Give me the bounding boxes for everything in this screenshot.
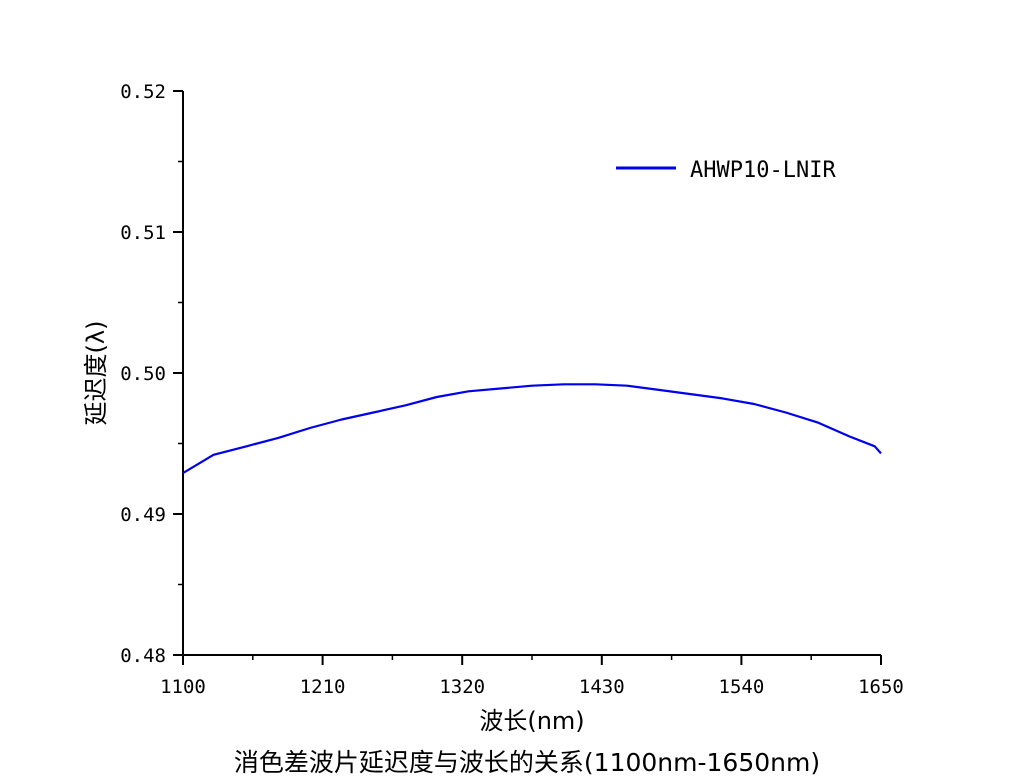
series-line-ahwp10-lnir <box>182 383 882 475</box>
x-tick-label: 1210 <box>300 676 346 698</box>
y-tick-label: 0.49 <box>120 504 166 526</box>
x-tick-label: 1430 <box>579 676 625 698</box>
x-tick-label: 1650 <box>858 676 904 698</box>
y-tick-label: 0.52 <box>120 81 166 103</box>
x-tick-label: 1100 <box>160 676 206 698</box>
y-tick-label: 0.50 <box>120 363 166 385</box>
y-axis-title: 延迟度(λ) <box>82 321 110 426</box>
y-tick-label: 0.51 <box>120 222 166 244</box>
legend: AHWP10-LNIR <box>616 158 836 183</box>
series <box>182 383 882 475</box>
ticks: 1100 1210 1320 1430 1540 1650 0.48 0.49 0.50 0.51… <box>120 81 904 698</box>
x-tick-label: 1540 <box>719 676 765 698</box>
chart-title: 消色差波片延迟度与波长的关系(1100nm-1650nm) <box>234 748 820 777</box>
x-axis-title: 波长(nm) <box>479 707 584 735</box>
legend-label-ahwp10-lnir: AHWP10-LNIR <box>690 158 836 183</box>
x-tick-label: 1320 <box>439 676 485 698</box>
y-tick-label: 0.48 <box>120 645 166 667</box>
